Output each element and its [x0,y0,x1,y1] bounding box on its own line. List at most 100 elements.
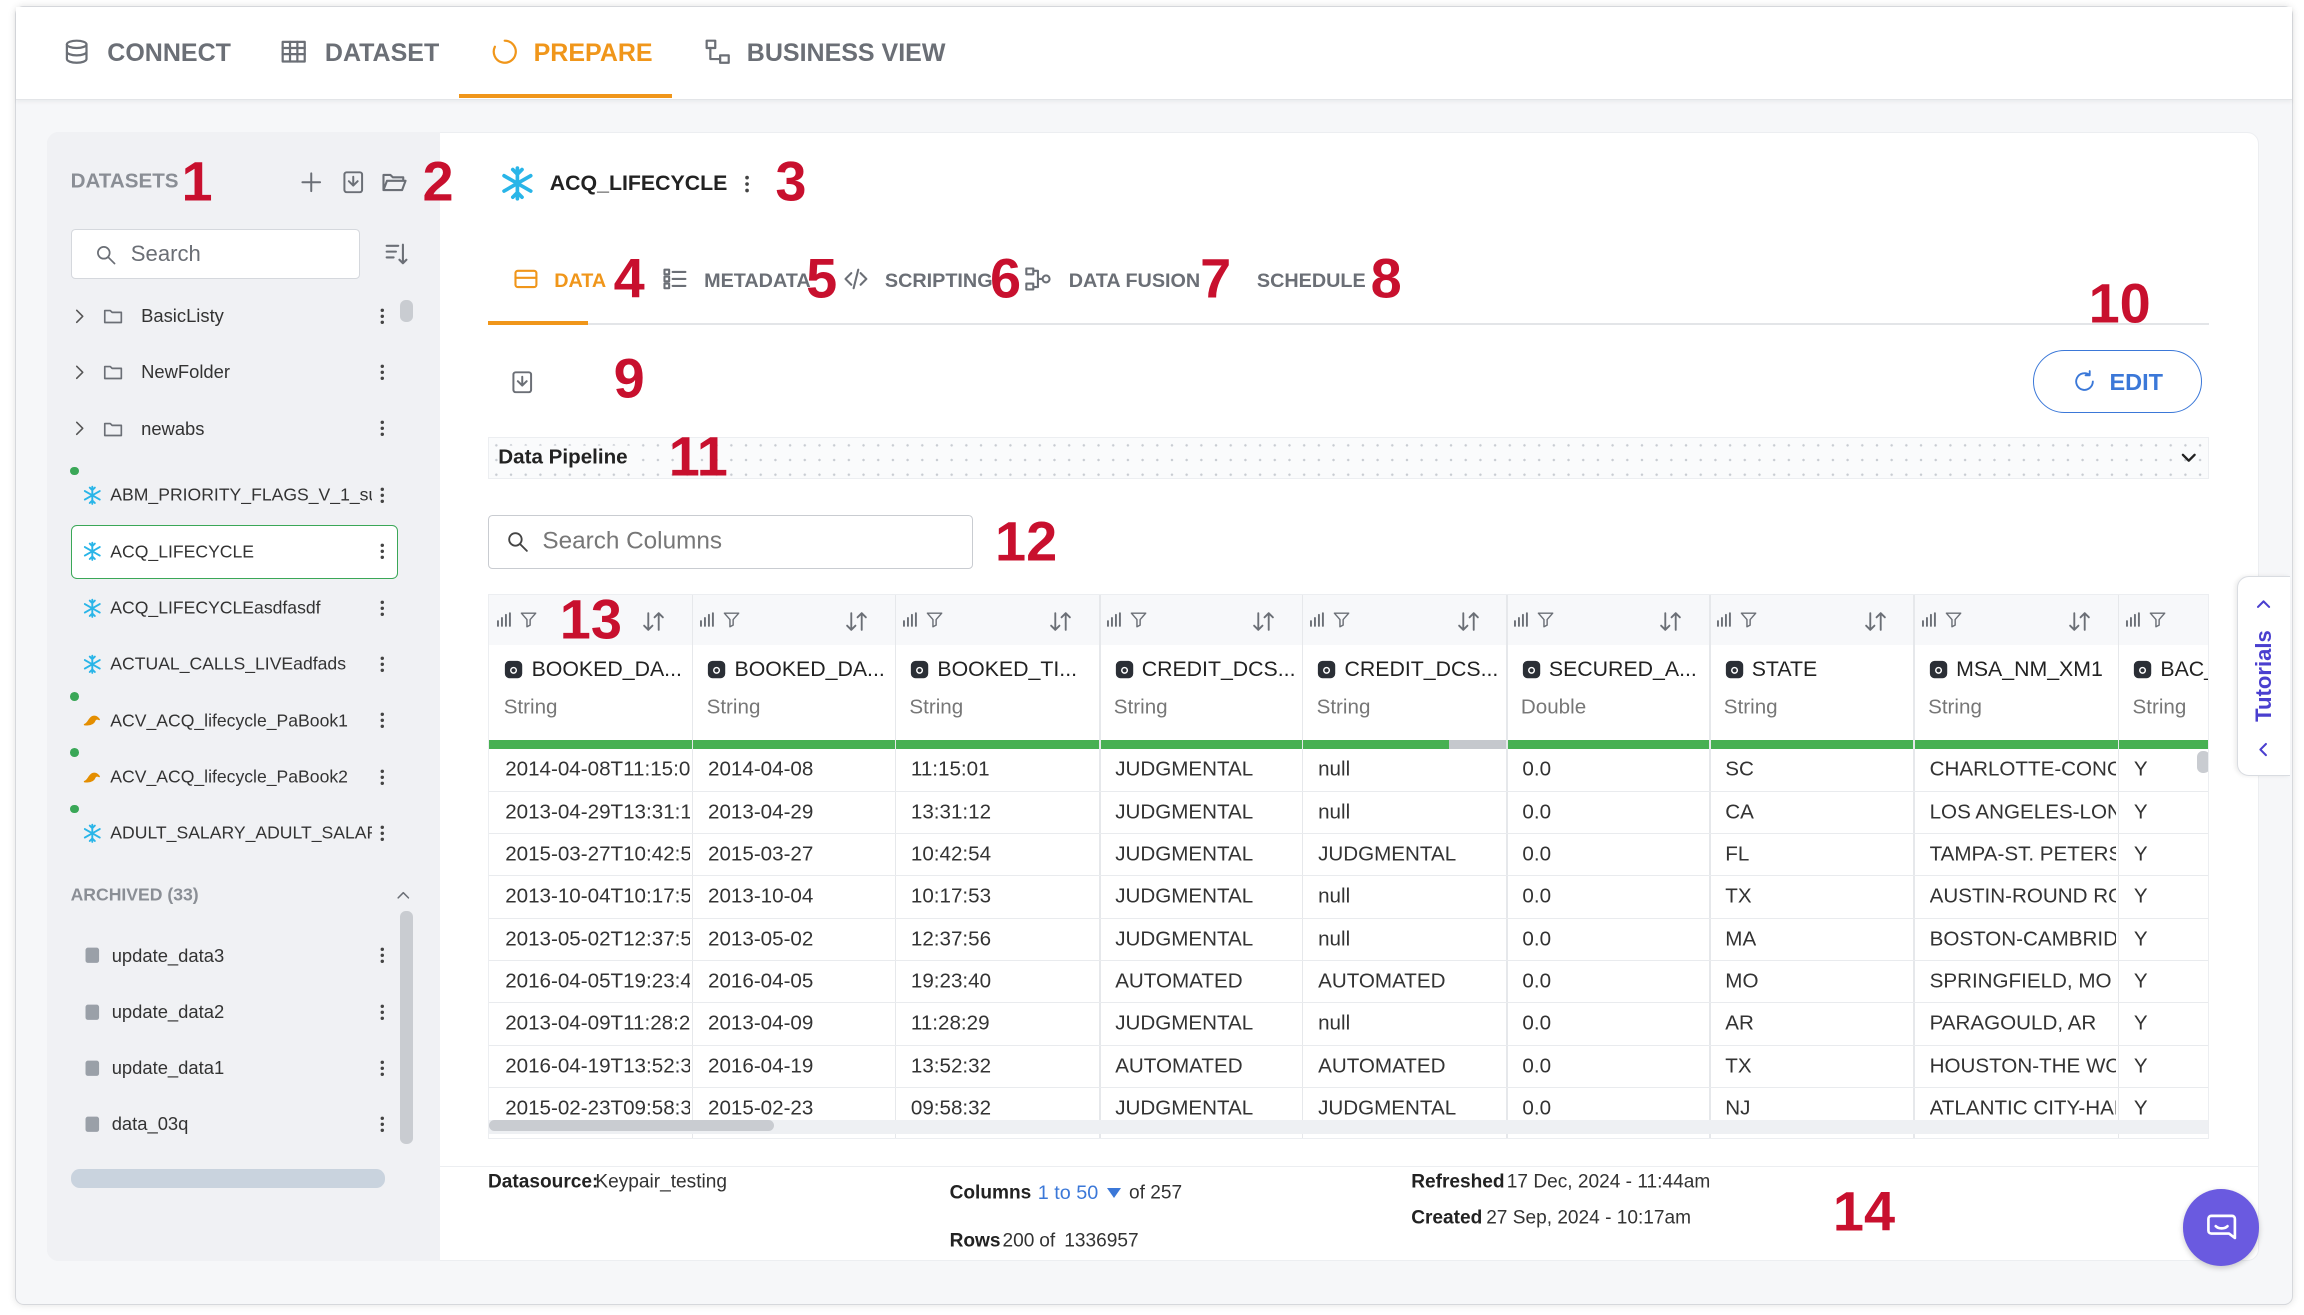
column-name[interactable]: SECURED_A... [1548,657,1697,682]
sidebar-search[interactable] [70,229,361,280]
nav-icon[interactable] [279,37,308,66]
column-filter[interactable] [1536,610,1555,629]
column-filter[interactable] [1944,610,1963,629]
dataset-menu[interactable] [372,654,393,675]
pipeline-bar[interactable] [488,436,2210,480]
column-sort[interactable] [1456,609,1481,634]
dataset-name[interactable]: ACV_ACQ_lifecycle_PaBook2 [110,766,348,787]
dataset-menu[interactable] [372,598,393,619]
dataset-menu[interactable] [372,767,393,788]
dataset-name[interactable]: ACQ_LIFECYCLEasdfasdf [110,597,321,618]
subtab-icon[interactable] [661,265,689,293]
dataset-menu[interactable] [736,173,758,195]
nav-tab[interactable]: BUSINESS VIEW [746,38,946,67]
dataset-name[interactable]: ACV_ACQ_lifecycle_PaBook1 [110,710,348,731]
edit-label[interactable]: EDIT [2109,368,2164,395]
subtab-icon[interactable] [1024,265,1052,293]
subtab-icon[interactable] [512,265,540,293]
open-folder[interactable] [380,168,408,196]
column-name[interactable]: BOOKED_DA... [531,657,682,682]
column-stats[interactable] [1919,610,1938,629]
table-hscroll-thumb[interactable] [489,1119,775,1132]
folder-expand[interactable] [69,418,90,439]
nav-tab[interactable]: PREPARE [533,38,653,67]
archived-name[interactable]: update_data1 [111,1057,225,1079]
nav-tab[interactable]: DATASET [324,38,440,67]
tutorials-label[interactable]: Tutorials [2250,630,2276,723]
dataset-name[interactable]: ACTUAL_CALLS_LIVEadfads [110,653,346,674]
archived-menu[interactable] [372,945,393,966]
column-sort[interactable] [1251,609,1276,634]
column-sort[interactable] [844,609,869,634]
column-filter[interactable] [1739,610,1758,629]
archived-name[interactable]: update_data2 [111,1000,225,1022]
subtab[interactable]: SCRIPTING [884,270,993,293]
folder-expand[interactable] [69,362,90,383]
column-sort[interactable] [641,609,666,634]
column-sort[interactable] [1658,609,1683,634]
archived-menu[interactable] [372,1114,393,1135]
dataset-name[interactable]: ABM_PRIORITY_FLAGS_V_1_su [110,484,372,505]
column-name[interactable]: BAC_ [2160,657,2208,682]
edit-button[interactable] [2033,349,2202,414]
column-sort[interactable] [1048,609,1073,634]
archived-name[interactable]: update_data3 [111,944,225,966]
pipeline-label[interactable]: Data Pipeline [498,445,634,471]
folder-name[interactable]: NewFolder [141,361,231,383]
column-name[interactable]: BOOKED_TI... [937,657,1078,682]
folder-name[interactable]: BasicListy [141,305,224,327]
column-sort[interactable] [1863,609,1888,634]
search-columns-placeholder[interactable]: Search Columns [542,527,722,555]
column-name[interactable]: CREDIT_DCS... [1344,657,1499,682]
archived-menu[interactable] [372,1058,393,1079]
column-name[interactable]: CREDIT_DCS... [1141,657,1296,682]
archived-collapse[interactable] [393,885,414,906]
search-columns[interactable] [488,514,974,569]
subtab[interactable]: SCHEDULE [1256,270,1366,293]
column-name[interactable]: MSA_NM_XM1 [1956,657,2103,682]
tutorials-tab[interactable] [2237,576,2291,777]
folder-menu[interactable] [372,418,393,439]
archived-name[interactable]: data_03q [111,1113,189,1135]
column-sort[interactable] [2067,609,2092,634]
folder-expand[interactable] [69,306,90,327]
subtab[interactable]: DATA FUSION [1068,270,1201,293]
subtab-icon[interactable] [842,265,870,293]
column-stats[interactable] [494,610,513,629]
subtab[interactable]: METADATA [704,270,811,293]
dataset-name[interactable]: ACQ_LIFECYCLE [110,541,255,562]
columns-range[interactable]: 1 to 50 [1037,1181,1099,1204]
sort-button[interactable] [382,240,410,268]
column-filter[interactable] [1332,610,1351,629]
column-stats[interactable] [900,610,919,629]
folder-name[interactable]: newabs [141,417,205,439]
folder-menu[interactable] [372,362,393,383]
dataset-menu[interactable] [372,541,393,562]
column-stats[interactable] [1714,610,1733,629]
dataset-menu[interactable] [372,710,393,731]
dataset-menu[interactable] [372,823,393,844]
column-filter[interactable] [722,610,741,629]
dataset-menu[interactable] [372,485,393,506]
subtab[interactable]: DATA [554,270,607,293]
column-name[interactable]: STATE [1751,657,1818,682]
nav-icon[interactable] [703,37,732,66]
table-vscroll-thumb[interactable] [2197,750,2209,773]
column-stats[interactable] [697,610,716,629]
nav-tab[interactable]: CONNECT [107,38,231,67]
columns-range-caret[interactable] [1106,1187,1121,1198]
column-name[interactable]: BOOKED_DA... [734,657,885,682]
column-filter[interactable] [519,610,538,629]
column-stats[interactable] [1307,610,1326,629]
column-stats[interactable] [2123,610,2142,629]
nav-icon[interactable] [62,37,91,66]
nav-icon[interactable] [490,37,519,66]
archived-menu[interactable] [372,1002,393,1023]
pipeline-toggle[interactable] [2177,446,2201,470]
import-dataset[interactable] [340,169,367,196]
download-button[interactable] [509,369,536,396]
column-stats[interactable] [1511,610,1530,629]
sidebar-search-placeholder[interactable]: Search [130,241,201,267]
column-filter[interactable] [925,610,944,629]
column-stats[interactable] [1104,610,1123,629]
